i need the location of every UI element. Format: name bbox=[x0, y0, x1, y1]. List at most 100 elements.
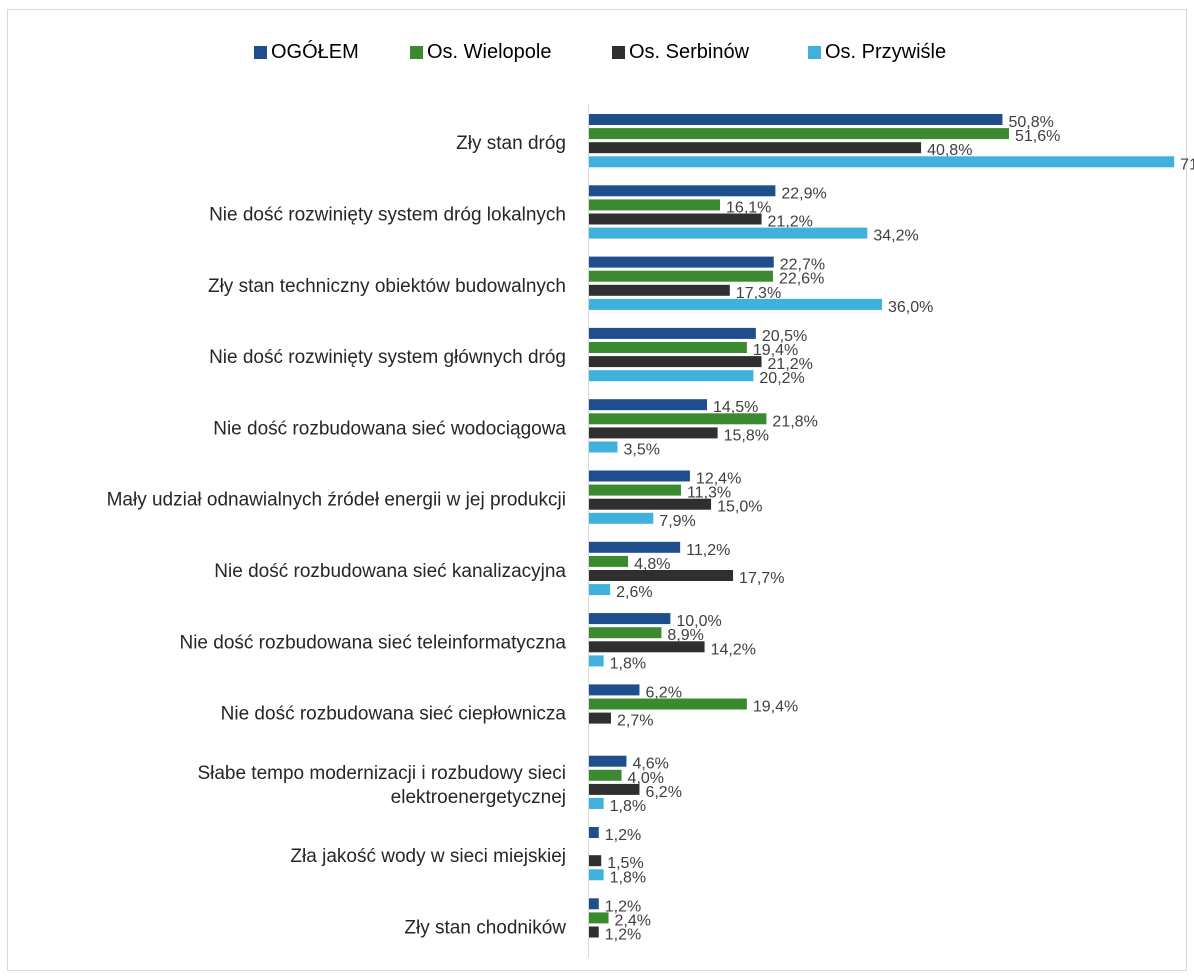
bar bbox=[589, 227, 868, 239]
category-label: Zły stan chodników bbox=[404, 918, 566, 939]
bar bbox=[589, 570, 734, 581]
bar bbox=[589, 399, 708, 411]
bar bbox=[589, 769, 622, 781]
legend-label-wielopole: Os. Wielopole bbox=[427, 40, 552, 63]
bar bbox=[589, 356, 762, 368]
category-label: Mały udział odnawialnych źródeł energii … bbox=[107, 490, 566, 511]
bar bbox=[589, 855, 602, 867]
category-label: Nie dość rozbudowana sieć teleinformatyc… bbox=[179, 632, 566, 653]
bar bbox=[589, 613, 671, 625]
data-label: 14,5% bbox=[713, 399, 758, 416]
data-label: 4,8% bbox=[634, 556, 670, 573]
category-label: Nie dość rozwinięty system dróg lokalnyc… bbox=[209, 205, 566, 226]
data-label: 51,6% bbox=[1015, 128, 1060, 145]
bar bbox=[589, 427, 718, 439]
data-label: 1,5% bbox=[607, 855, 643, 872]
legend-label-serbinow: Os. Serbinów bbox=[629, 40, 750, 63]
bar bbox=[589, 342, 747, 353]
bar bbox=[589, 512, 654, 524]
data-label: 20,2% bbox=[759, 370, 804, 387]
bar bbox=[589, 798, 604, 809]
data-label: 1,8% bbox=[610, 869, 646, 886]
category-label: Nie dość rozbudowana sieć kanalizacyjna bbox=[214, 561, 566, 582]
data-label: 4,0% bbox=[628, 770, 664, 787]
data-label: 2,6% bbox=[616, 584, 652, 601]
legend-swatch-serbinow bbox=[612, 45, 625, 59]
category-label: elektroenergetycznej bbox=[391, 787, 566, 808]
legend-item-wielopole: Os. Wielopole bbox=[410, 32, 552, 72]
bar bbox=[589, 755, 627, 767]
bar bbox=[589, 584, 611, 596]
bar bbox=[589, 684, 640, 696]
category-label: Słabe tempo modernizacji i rozbudowy sie… bbox=[197, 763, 566, 784]
data-label: 50,8% bbox=[1008, 114, 1053, 131]
bar bbox=[589, 783, 640, 795]
data-label: 34,2% bbox=[873, 228, 918, 245]
legend-item-ogolem: OGÓŁEM bbox=[254, 32, 359, 72]
data-label: 40,8% bbox=[927, 142, 972, 159]
bar bbox=[589, 627, 662, 639]
data-label: 11,3% bbox=[687, 485, 731, 502]
category-label: Nie dość rozwinięty system głównych dróg bbox=[209, 347, 566, 368]
bar bbox=[589, 142, 922, 154]
data-label: 21,2% bbox=[768, 356, 813, 373]
data-label: 20,5% bbox=[762, 328, 807, 345]
bar bbox=[589, 284, 730, 296]
data-label: 15,0% bbox=[717, 499, 762, 516]
bar bbox=[589, 498, 712, 510]
data-label: 36,0% bbox=[888, 299, 933, 316]
data-label: 22,7% bbox=[780, 257, 825, 274]
data-label: 19,4% bbox=[753, 699, 798, 716]
bar bbox=[589, 213, 762, 225]
data-label: 19,4% bbox=[753, 342, 798, 359]
bar bbox=[589, 256, 774, 268]
legend-swatch-wielopole bbox=[410, 45, 423, 59]
category-label: Zły stan dróg bbox=[456, 133, 566, 154]
data-label: 1,2% bbox=[605, 927, 641, 944]
legend: OGÓŁEM Os. Wielopole Os. Serbinów Os. Pr… bbox=[0, 32, 1194, 72]
data-label: 11,2% bbox=[686, 542, 730, 559]
data-label: 1,2% bbox=[605, 898, 641, 915]
data-label: 1,8% bbox=[610, 798, 646, 815]
bar bbox=[589, 898, 599, 910]
bar bbox=[589, 541, 681, 553]
legend-item-przywisle: Os. Przywiśle bbox=[808, 32, 946, 72]
bar bbox=[589, 712, 611, 724]
data-label: 7,9% bbox=[659, 513, 695, 530]
bar bbox=[589, 270, 773, 282]
category-label: Nie dość rozbudowana sieć ciepłownicza bbox=[221, 704, 567, 725]
bar bbox=[589, 413, 767, 425]
legend-item-serbinow: Os. Serbinów bbox=[612, 32, 749, 72]
data-label: 2,4% bbox=[615, 912, 651, 929]
bar bbox=[589, 555, 629, 567]
bar bbox=[589, 441, 618, 453]
legend-swatch-przywisle bbox=[808, 45, 821, 59]
data-label: 3,5% bbox=[623, 442, 659, 459]
data-label: 6,2% bbox=[645, 784, 681, 801]
bar bbox=[589, 128, 1009, 140]
data-label: 14,2% bbox=[711, 641, 756, 658]
bar bbox=[589, 698, 747, 710]
category-label: Zła jakość wody w sieci miejskiej bbox=[290, 846, 566, 867]
data-label: 16,1% bbox=[726, 199, 771, 216]
data-label: 12,4% bbox=[696, 471, 741, 488]
bar bbox=[589, 199, 721, 211]
bar bbox=[589, 641, 705, 653]
legend-label-ogolem: OGÓŁEM bbox=[271, 40, 359, 63]
bar bbox=[589, 655, 604, 667]
data-label: 2,7% bbox=[617, 713, 653, 730]
data-label: 21,8% bbox=[772, 413, 817, 430]
category-label: Nie dość rozbudowana sieć wodociągowa bbox=[213, 418, 566, 439]
bar bbox=[589, 370, 754, 382]
bar bbox=[589, 827, 599, 838]
data-label: 17,3% bbox=[736, 285, 781, 302]
data-label: 22,6% bbox=[779, 271, 824, 288]
data-label: 8,9% bbox=[667, 627, 703, 644]
legend-label-przywisle: Os. Przywiśle bbox=[825, 40, 947, 63]
bar bbox=[589, 912, 609, 924]
data-label: 17,7% bbox=[739, 570, 784, 587]
data-label: 4,6% bbox=[632, 756, 668, 773]
data-label: 21,2% bbox=[768, 214, 813, 231]
bar bbox=[589, 298, 882, 310]
